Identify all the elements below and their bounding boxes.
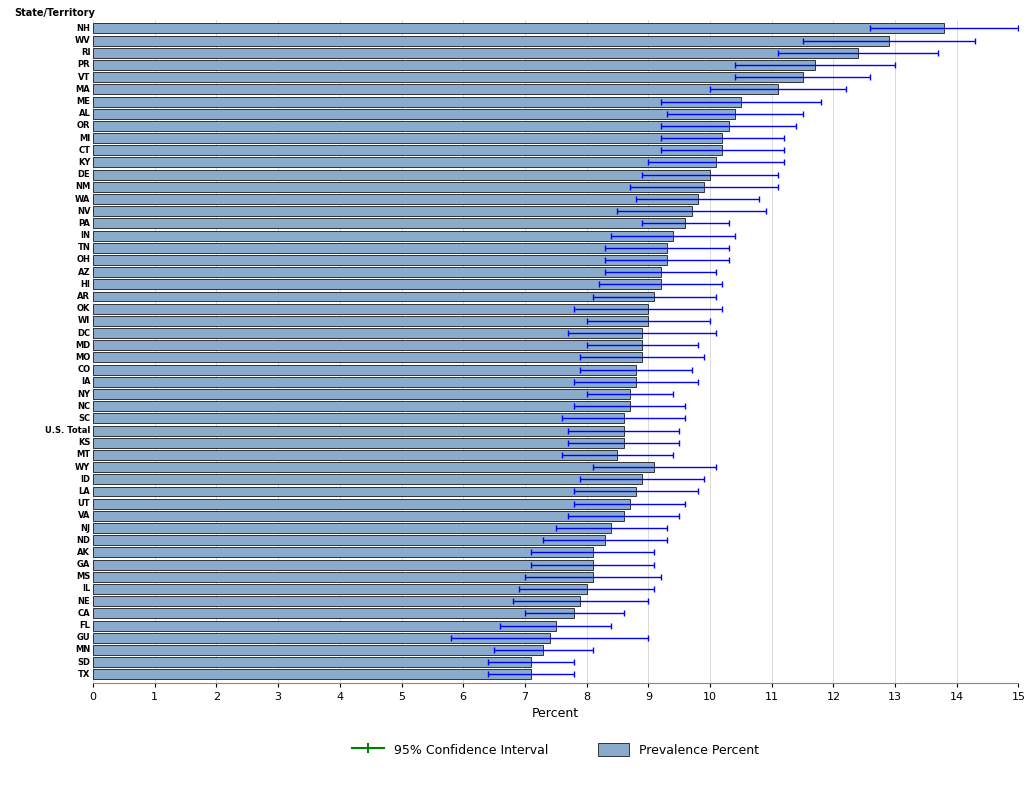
Bar (93, 182, 704, 192)
Bar (93, 255, 667, 265)
Bar (93, 462, 655, 472)
Bar (93, 547, 592, 557)
Bar (93, 194, 698, 204)
Bar (93, 608, 574, 619)
Bar (93, 145, 723, 156)
Bar (93, 523, 611, 533)
Bar (93, 23, 944, 33)
Bar (93, 84, 778, 94)
Bar (93, 279, 661, 289)
Bar (93, 243, 667, 252)
Bar (93, 60, 815, 70)
Bar (93, 72, 802, 82)
Bar (93, 621, 556, 630)
Bar (93, 401, 630, 411)
Bar (93, 437, 624, 448)
Bar (93, 645, 544, 655)
Bar (93, 267, 661, 277)
Bar (93, 303, 648, 314)
Bar (93, 499, 630, 509)
Bar (93, 97, 741, 106)
Bar (93, 291, 655, 302)
Bar (93, 414, 624, 423)
Bar (93, 157, 717, 168)
Bar (93, 170, 710, 179)
Bar (93, 328, 642, 338)
Bar (93, 450, 617, 460)
Bar (93, 341, 642, 350)
Bar (93, 487, 636, 496)
Bar (93, 657, 531, 667)
Bar (93, 389, 630, 399)
Bar (93, 377, 636, 387)
Bar (93, 36, 889, 45)
Bar (93, 535, 605, 545)
Bar (93, 596, 580, 606)
Bar (93, 48, 858, 58)
Bar (93, 474, 642, 484)
Bar (93, 633, 550, 643)
Bar (93, 364, 636, 375)
Bar (93, 109, 735, 118)
Bar (93, 230, 673, 241)
Bar (93, 206, 692, 216)
Bar (93, 426, 624, 436)
Legend: 95% Confidence Interval, Prevalence Percent: 95% Confidence Interval, Prevalence Perc… (346, 737, 765, 763)
Bar (93, 316, 648, 326)
X-axis label: Percent: Percent (533, 707, 579, 720)
Text: State/Territory: State/Territory (14, 8, 95, 17)
Bar (93, 560, 592, 569)
Bar (93, 121, 729, 131)
Bar (93, 669, 531, 680)
Bar (93, 572, 592, 582)
Bar (93, 584, 586, 594)
Bar (93, 133, 723, 143)
Bar (93, 353, 642, 362)
Bar (93, 511, 624, 521)
Bar (93, 218, 686, 229)
